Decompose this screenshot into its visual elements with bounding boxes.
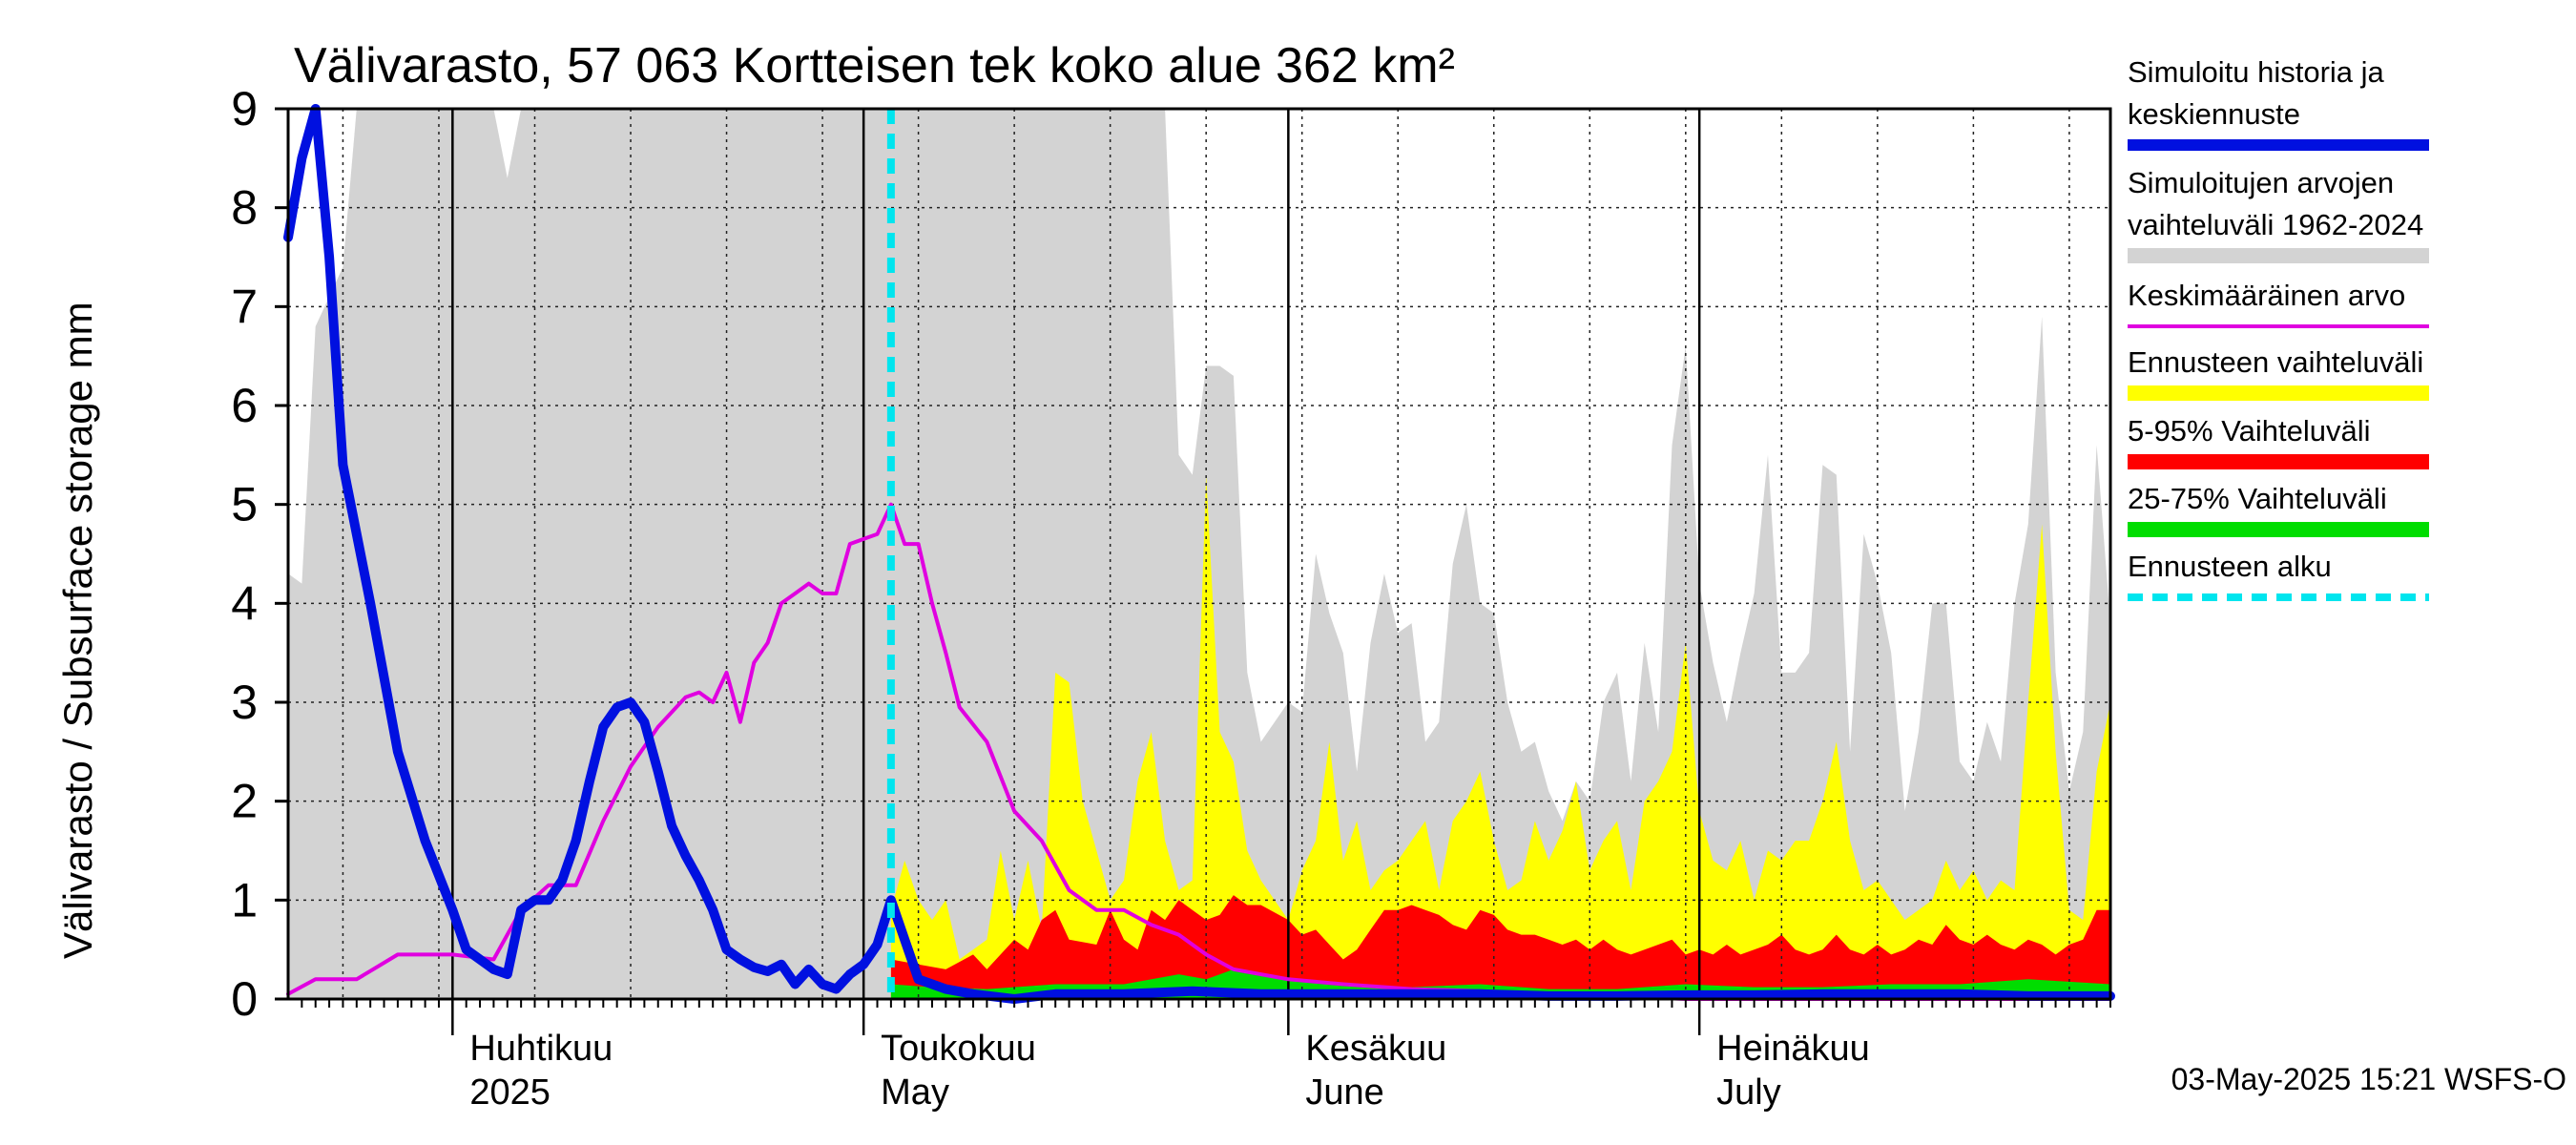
y-tick-label: 6 <box>231 379 258 432</box>
legend-label-ennusteen-alku: Ennusteen alku <box>2128 550 2332 583</box>
legend-label-5-95-vaihteluvali: 5-95% Vaihteluväli <box>2128 414 2370 448</box>
legend-label-simuloitujen-arvojen-vaihteluvali-1962-2024: vaihteluväli 1962-2024 <box>2128 208 2423 241</box>
y-tick-label: 1 <box>231 873 258 926</box>
legend: Simuloitu historia ja keskiennuste Simuloi… <box>2128 55 2429 601</box>
y-tick-label: 5 <box>231 478 258 531</box>
month-label-fi: Kesäkuu <box>1305 1029 1446 1069</box>
band-5-95-vaihteluvali <box>890 895 2110 999</box>
legend-label-ennusteen-vaihteluvali: Ennusteen vaihteluväli <box>2128 345 2423 379</box>
series-line-simuloitu-historia-ja-keskiennuste <box>283 104 2115 1004</box>
y-tick-label: 4 <box>231 576 258 630</box>
y-tick-label: 7 <box>231 280 258 333</box>
month-label-en: June <box>1305 1072 1383 1113</box>
chart-title: Välivarasto, 57 063 Kortteisen tek koko … <box>294 38 1455 94</box>
month-label-fi: Heinäkuu <box>1716 1029 1870 1069</box>
month-label-fi: Toukokuu <box>881 1029 1036 1069</box>
y-tick-label: 9 <box>231 82 258 135</box>
month-label-en: July <box>1716 1072 1781 1113</box>
band-simuloitujen-arvojen-vaihteluvali-1962-2024 <box>288 109 2110 999</box>
y-tick-label: 0 <box>231 972 258 1026</box>
legend-label-keskimaarainen-arvo: Keskimääräinen arvo <box>2128 279 2405 312</box>
y-tick-label: 8 <box>231 181 258 235</box>
legend-label-simuloitu-historia-ja-keskiennuste: Simuloitu historia ja <box>2128 55 2385 89</box>
band-ennusteen-vaihteluvali <box>890 474 2110 1000</box>
y-tick-label: 3 <box>231 676 258 729</box>
y-axis-label: Välivarasto / Subsurface storage mm <box>55 302 100 959</box>
footer-timestamp: 03-May-2025 15:21 WSFS-O <box>2171 1062 2566 1096</box>
legend-label-simuloitujen-arvojen-vaihteluvali-1962-2024: Simuloitujen arvojen <box>2128 166 2394 199</box>
month-label-en: 2025 <box>469 1072 551 1113</box>
plot-frame <box>286 107 2112 1001</box>
y-tick-label: 2 <box>231 775 258 828</box>
legend-label-simuloitu-historia-ja-keskiennuste: keskiennuste <box>2128 97 2300 131</box>
month-label-fi: Huhtikuu <box>469 1029 613 1069</box>
month-label-en: May <box>881 1072 949 1113</box>
legend-label-25-75-vaihteluvali: 25-75% Vaihteluväli <box>2128 482 2387 515</box>
